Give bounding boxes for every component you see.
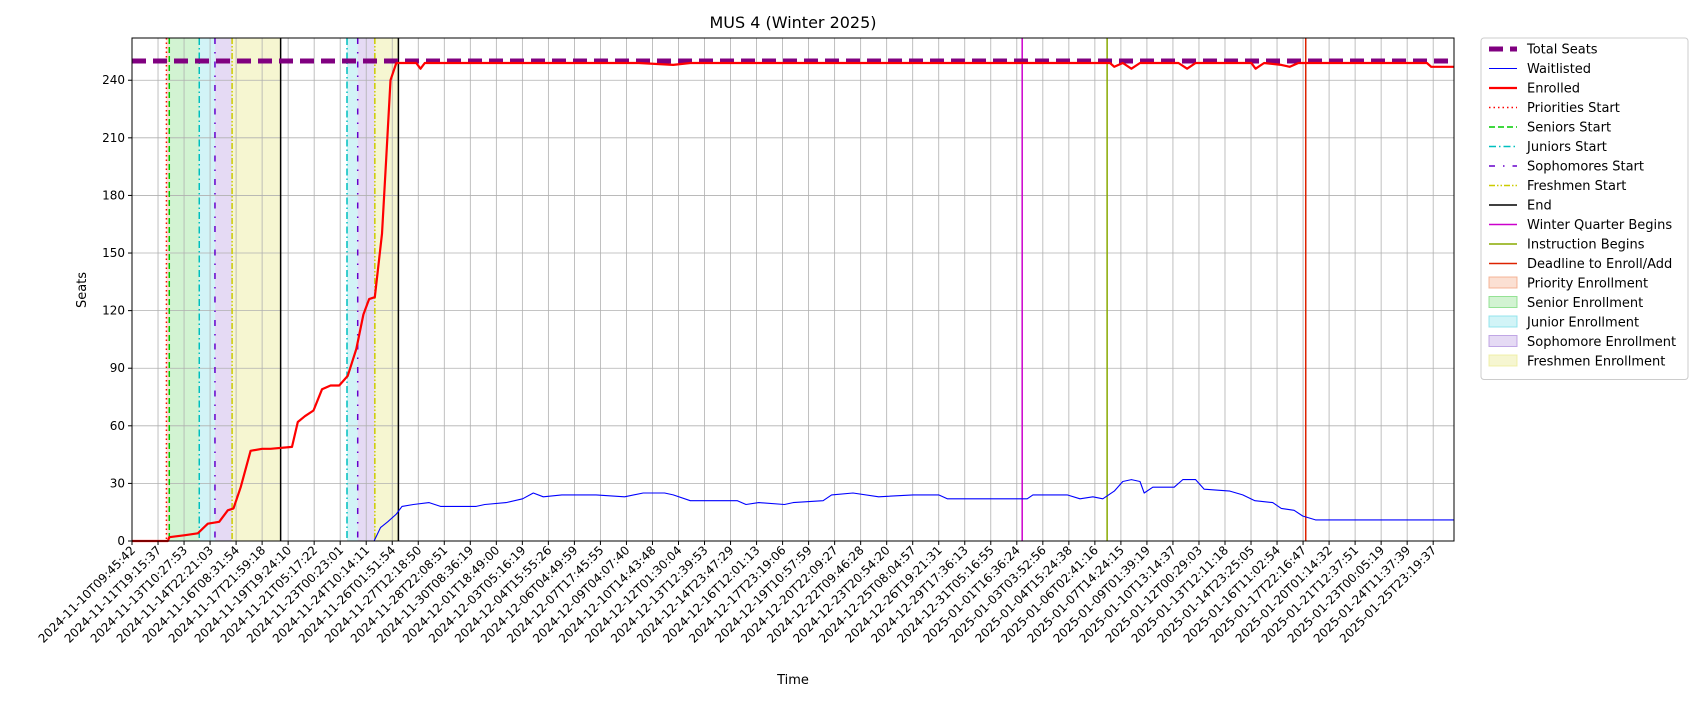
span-freshmen-enrollment bbox=[374, 38, 399, 541]
chart-title: MUS 4 (Winter 2025) bbox=[709, 13, 876, 32]
x-axis-ticks: 2024-11-10T09:45:422024-11-11T19:15:3720… bbox=[36, 541, 1439, 646]
y-axis-ticks: 0 30 60 90 120 150 180 210 240 bbox=[102, 73, 132, 548]
span-priority-enrollment bbox=[166, 38, 170, 541]
legend-label: Deadline to Enroll/Add bbox=[1527, 257, 1672, 272]
y-axis-label: Seats bbox=[75, 272, 90, 308]
legend-label: Waitlisted bbox=[1527, 62, 1591, 77]
legend-label: End bbox=[1527, 199, 1552, 214]
grid bbox=[131, 38, 1454, 542]
span-freshmen-enrollment bbox=[232, 38, 281, 541]
legend-label: Instruction Begins bbox=[1527, 238, 1645, 253]
series-enrolled bbox=[132, 61, 1454, 543]
span-junior-enrollment bbox=[199, 38, 215, 541]
span-sophomore-enrollment bbox=[214, 38, 233, 541]
y-tick-label: 60 bbox=[110, 419, 125, 433]
y-tick-label: 210 bbox=[102, 131, 125, 145]
y-tick-label: 90 bbox=[110, 361, 125, 375]
y-tick-label: 30 bbox=[110, 476, 125, 490]
legend: Total Seats Waitlisted Enrolled Priorities … bbox=[1480, 37, 1689, 380]
legend-label: Senior Enrollment bbox=[1527, 296, 1643, 311]
legend-label: Total Seats bbox=[1526, 43, 1598, 58]
plot-frame bbox=[131, 37, 1455, 542]
legend-label: Freshmen Start bbox=[1527, 179, 1626, 194]
x-axis-label: Time bbox=[776, 673, 809, 688]
y-tick-label: 180 bbox=[102, 188, 125, 202]
series-waitlisted bbox=[132, 479, 1454, 542]
legend-swatch-freshmen-enrollment bbox=[1488, 354, 1518, 367]
legend-label: Sophomores Start bbox=[1527, 160, 1644, 175]
legend-label: Juniors Start bbox=[1526, 140, 1607, 155]
legend-label: Priority Enrollment bbox=[1527, 277, 1648, 292]
y-tick-label: 0 bbox=[117, 534, 125, 548]
legend-label: Enrolled bbox=[1527, 82, 1580, 97]
legend-box bbox=[1480, 37, 1689, 380]
span-junior-enrollment bbox=[347, 38, 358, 541]
legend-swatch-junior-enrollment bbox=[1488, 315, 1518, 328]
legend-swatch-priority-enrollment bbox=[1488, 276, 1518, 289]
legend-label: Junior Enrollment bbox=[1526, 316, 1639, 331]
series-lines bbox=[132, 58, 1454, 543]
legend-label: Seniors Start bbox=[1527, 121, 1611, 136]
y-tick-label: 240 bbox=[102, 73, 125, 87]
legend-label: Sophomore Enrollment bbox=[1527, 335, 1676, 350]
y-tick-label: 120 bbox=[102, 304, 125, 318]
legend-label: Winter Quarter Begins bbox=[1527, 218, 1672, 233]
event-lines bbox=[165, 38, 1307, 541]
legend-label: Priorities Start bbox=[1527, 101, 1620, 116]
y-tick-label: 150 bbox=[102, 246, 125, 260]
legend-swatch-sophomore-enrollment bbox=[1488, 335, 1518, 347]
enrollment-spans bbox=[166, 38, 399, 541]
legend-label: Freshmen Enrollment bbox=[1527, 355, 1665, 370]
legend-swatch-senior-enrollment bbox=[1488, 296, 1518, 308]
